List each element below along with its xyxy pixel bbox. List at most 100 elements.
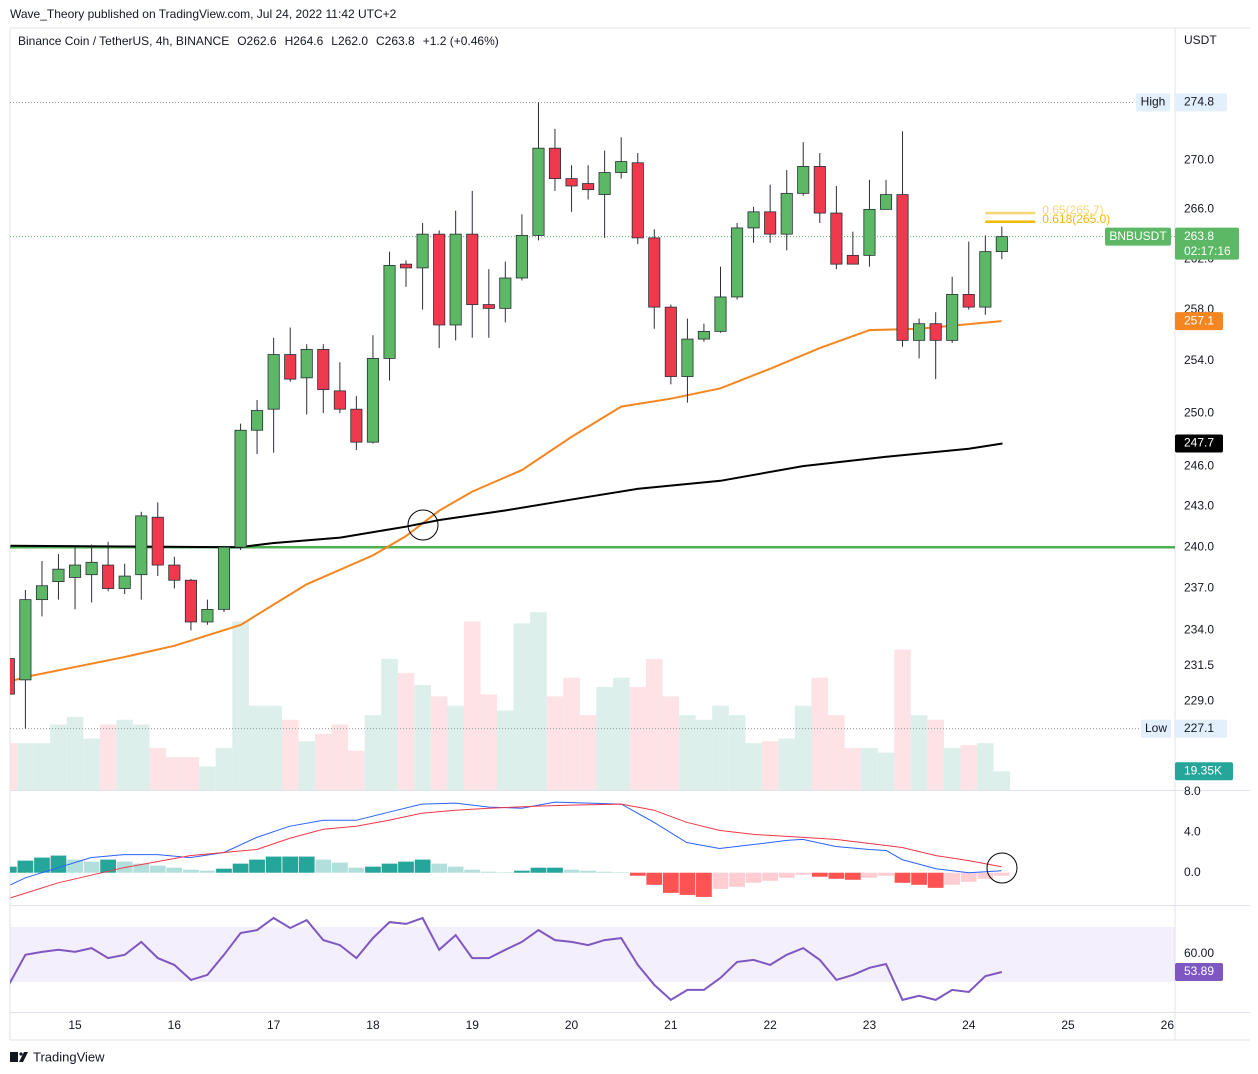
volume-bar [66, 716, 84, 790]
candle-body [184, 579, 197, 623]
candle-body [399, 263, 413, 269]
macd-histogram-bar [580, 870, 597, 873]
volume-bar [596, 687, 613, 790]
y-tick-label: 266.0 [1184, 202, 1214, 216]
macd-histogram-bar [960, 872, 977, 882]
volume-bar [828, 715, 845, 790]
candle-body [863, 208, 876, 256]
volume-bar [83, 738, 100, 790]
volume-bar [397, 673, 415, 790]
candle-body [284, 354, 297, 380]
x-tick-label: 18 [366, 1018, 380, 1032]
macd-histogram-bar [199, 870, 216, 873]
volume-bar [166, 757, 183, 790]
y-tick-label: 237.0 [1184, 581, 1214, 595]
candle-body [780, 192, 793, 235]
macd-histogram-bar [844, 872, 861, 880]
macd-histogram-bar [795, 872, 812, 875]
candle-body [300, 348, 313, 379]
macd-histogram-bar [480, 871, 497, 873]
y-tick-label: 234.0 [1184, 623, 1214, 637]
macd-pane [10, 801, 1010, 899]
candle-body [664, 306, 677, 377]
ma-tag-label: 247.7 [1184, 436, 1214, 450]
ma-tag-label: 257.1 [1184, 313, 1214, 327]
y-tick-label: 250.0 [1184, 405, 1214, 419]
candle-body [515, 234, 528, 279]
candle-body [764, 211, 777, 235]
candle-body [714, 296, 727, 332]
y-tick-label: 270.0 [1184, 153, 1214, 167]
candle-body [151, 516, 164, 566]
macd-histogram-bar [762, 872, 779, 881]
candle-body [69, 564, 82, 578]
candle-body [896, 194, 909, 341]
candle-body [648, 237, 661, 308]
x-tick-label: 15 [68, 1018, 82, 1032]
volume-bar [149, 747, 167, 790]
volume-bar [695, 719, 713, 790]
candle-body [433, 233, 446, 326]
y-tick-label: 240.0 [1184, 539, 1214, 553]
x-tick-label: 19 [466, 1018, 480, 1032]
volume-bar [381, 658, 398, 790]
volume-bar [265, 705, 282, 790]
macd-histogram-bar [911, 872, 927, 885]
macd-histogram-bar [365, 866, 381, 873]
candle-body [102, 564, 115, 589]
x-tick-label: 21 [664, 1018, 678, 1032]
volume-bar [315, 733, 332, 790]
candle-body [929, 323, 942, 341]
macd-histogram-bar [596, 871, 613, 873]
macd-histogram-bar [712, 872, 729, 889]
volume-bar [943, 747, 961, 790]
volume-bar [546, 696, 564, 790]
macd-histogram-bar [646, 872, 663, 885]
candle-body [995, 236, 1008, 253]
last-price-value: 263.8 [1184, 229, 1214, 243]
symbol-title: Binance Coin / TetherUS, 4h, BINANCE [18, 34, 229, 48]
candle-body [366, 358, 379, 443]
volume-bar [232, 621, 249, 790]
candle-body [416, 233, 429, 269]
macd-histogram-bar [83, 861, 100, 873]
candle-body [697, 330, 710, 340]
volume-tag [1175, 762, 1233, 781]
candle-body [482, 304, 495, 309]
macd-histogram-bar [662, 872, 679, 893]
y-tick-label: 231.5 [1184, 658, 1214, 672]
candle-body [582, 183, 595, 191]
candle-body [19, 599, 32, 681]
candle-body [731, 227, 744, 298]
macd-histogram-bar [34, 857, 50, 873]
macd-histogram-bar [232, 863, 249, 873]
candle-body [201, 608, 214, 623]
volume-bar [99, 724, 117, 790]
macd-histogram-bar [778, 872, 795, 878]
fib-label: 0.65(265.7) [1042, 203, 1103, 217]
candle-body [118, 575, 131, 589]
moving-average [10, 442, 1003, 549]
signal-line [10, 803, 1002, 899]
ma-tag [1175, 434, 1223, 453]
low-label: L262.0 [331, 34, 368, 48]
macd-histogram-bar [414, 859, 431, 873]
volume-bar [844, 747, 862, 790]
candle-body [615, 161, 628, 173]
macd-histogram-bar [828, 872, 845, 879]
macd-histogram-bar [17, 860, 34, 873]
volume-tag-label: 19.35K [1184, 763, 1222, 777]
candle-body [333, 390, 346, 410]
volume-bar [215, 747, 233, 790]
volume-bar [629, 687, 647, 790]
macd-histogram-bar [183, 869, 199, 873]
price-pane [10, 101, 1175, 790]
volume-bar [430, 696, 448, 790]
macd-histogram-bar [894, 872, 911, 883]
candle-body [962, 294, 975, 308]
volume-bar [331, 724, 349, 790]
rsi-tag-label: 53.89 [1184, 964, 1214, 978]
macd-histogram-bar [530, 867, 547, 873]
macd-histogram-bar [547, 867, 563, 873]
macd-histogram-bar [431, 863, 448, 873]
